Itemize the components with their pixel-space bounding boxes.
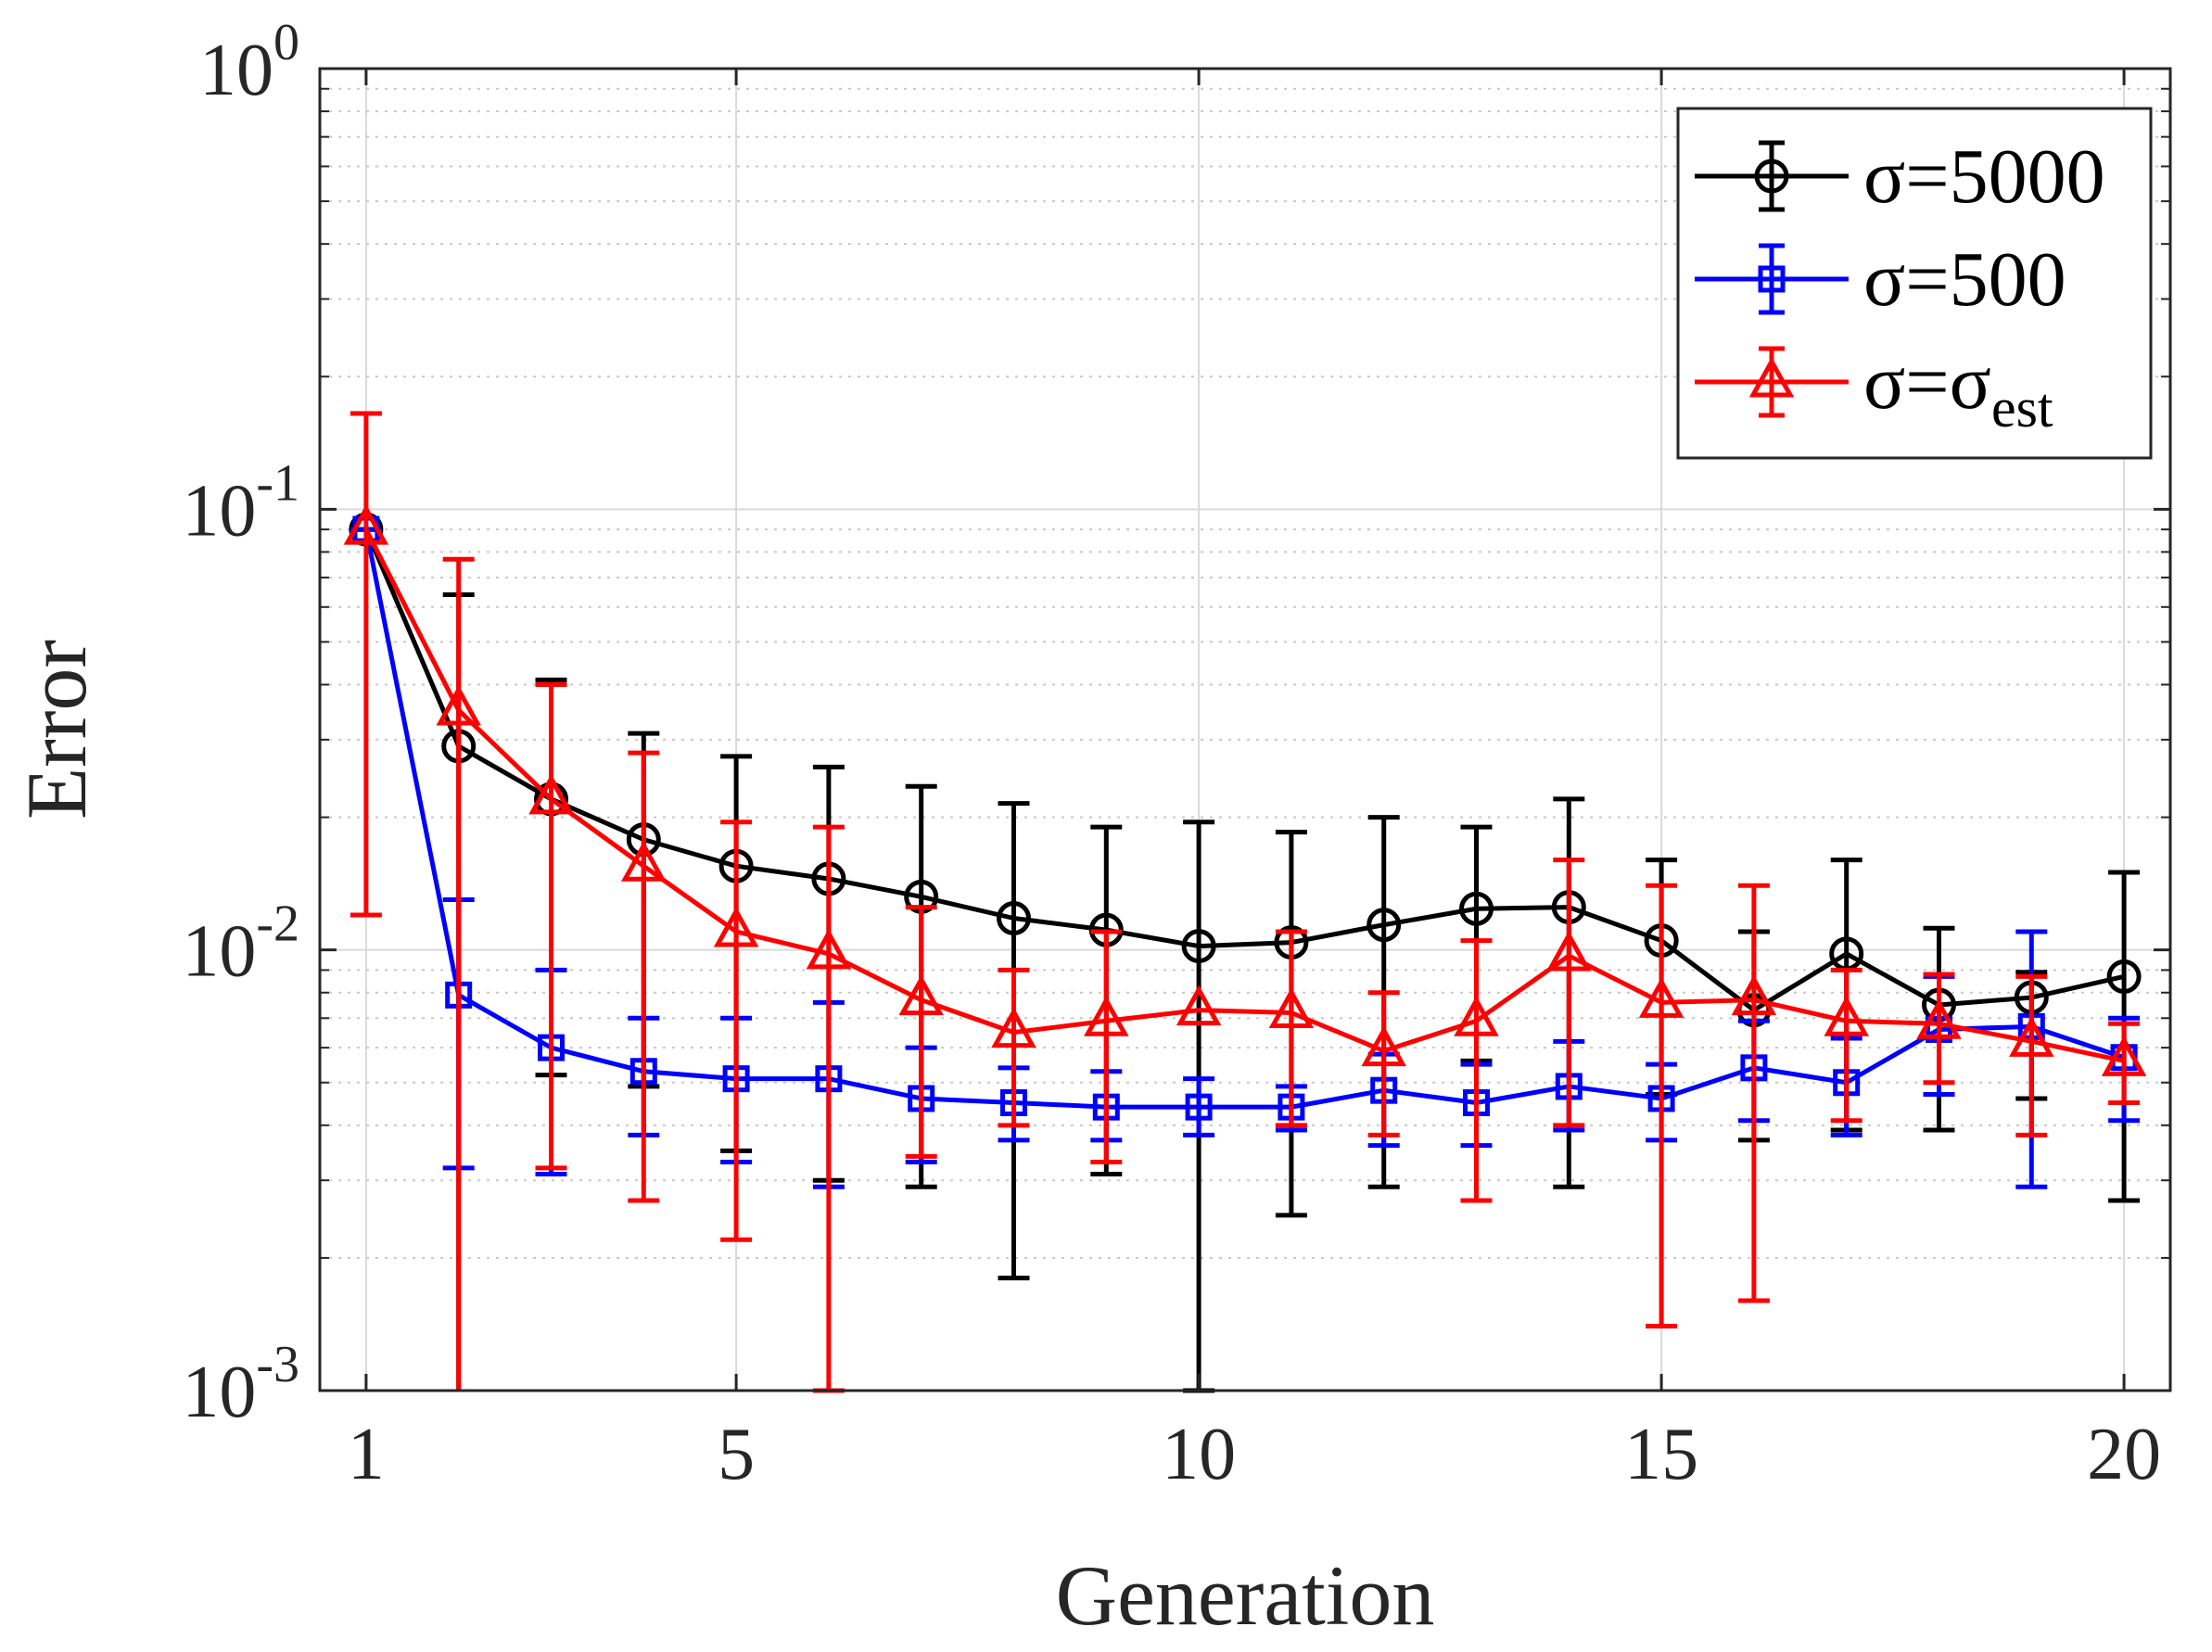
series-line bbox=[363, 528, 2125, 1110]
legend-label: σ=500 bbox=[1863, 236, 2066, 323]
data-point bbox=[713, 906, 759, 947]
legend-marker bbox=[1754, 159, 1789, 194]
series-3 bbox=[343, 411, 2147, 1393]
y-tick-label: 10-2 bbox=[182, 896, 299, 993]
legend-label: σ=5000 bbox=[1863, 133, 2105, 220]
legend-entry-3: σ=σest bbox=[1695, 339, 2053, 438]
data-point bbox=[1084, 996, 1129, 1036]
data-point bbox=[1176, 985, 1222, 1026]
data-point bbox=[1824, 996, 1869, 1036]
data-point bbox=[991, 1007, 1036, 1048]
data-point bbox=[528, 773, 574, 815]
data-point bbox=[1916, 998, 1962, 1039]
legend-entry-2: σ=500 bbox=[1695, 236, 2066, 323]
legend-label: σ=σest bbox=[1863, 339, 2053, 438]
x-tick-label: 5 bbox=[718, 1414, 755, 1495]
series-layer bbox=[343, 411, 2147, 1393]
data-point bbox=[806, 928, 852, 970]
data-point bbox=[2106, 959, 2142, 994]
data-point bbox=[1731, 974, 1777, 1016]
data-point bbox=[1185, 1093, 1213, 1121]
y-tick-label: 100 bbox=[199, 14, 299, 111]
legend-entry-1: σ=5000 bbox=[1695, 133, 2105, 220]
data-point bbox=[1638, 977, 1684, 1018]
x-tick-label: 15 bbox=[1624, 1414, 1698, 1495]
x-axis-title: Generation bbox=[1056, 1548, 1435, 1643]
data-point bbox=[1546, 930, 1592, 972]
data-point bbox=[1361, 1025, 1406, 1067]
data-point bbox=[1367, 908, 1402, 943]
x-tick-label: 20 bbox=[2087, 1414, 2161, 1495]
data-point bbox=[436, 684, 481, 726]
x-tick-label: 1 bbox=[348, 1414, 385, 1495]
data-point bbox=[2009, 1016, 2054, 1057]
data-point bbox=[898, 974, 944, 1016]
data-point bbox=[997, 900, 1031, 935]
legend-marker bbox=[1758, 265, 1786, 293]
legend-marker bbox=[1748, 356, 1795, 398]
y-tick-label: 10-3 bbox=[182, 1336, 299, 1433]
data-point bbox=[1459, 891, 1494, 926]
legend: σ=5000 σ=500 σ=σest bbox=[1676, 107, 2153, 460]
data-point bbox=[1268, 987, 1315, 1028]
data-point bbox=[1454, 996, 1499, 1036]
data-point bbox=[2101, 1036, 2147, 1076]
axes-box bbox=[318, 67, 2172, 1392]
y-tick-label: 10-1 bbox=[182, 454, 299, 552]
y-axis-title: Error bbox=[9, 640, 104, 820]
ticks bbox=[320, 67, 2170, 1392]
x-tick-label: 10 bbox=[1162, 1414, 1236, 1495]
data-point bbox=[621, 841, 667, 882]
legend-box bbox=[1676, 107, 2153, 460]
data-point bbox=[343, 503, 389, 545]
data-point bbox=[1181, 929, 1216, 964]
